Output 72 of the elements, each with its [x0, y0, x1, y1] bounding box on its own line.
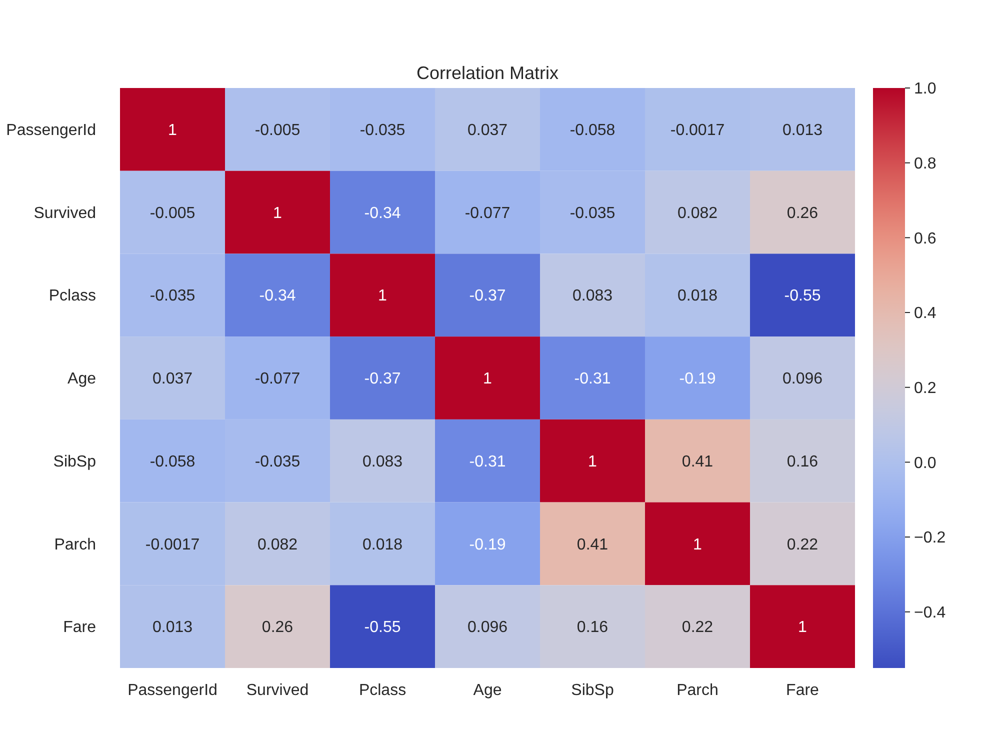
data-label: 0.037 — [152, 370, 193, 388]
x-tick-label: Survived — [246, 682, 309, 699]
data-label: -0.0017 — [670, 122, 725, 140]
data-label: -0.19 — [469, 536, 506, 554]
color-bar-label: −0.2 — [914, 530, 946, 547]
x-tick-label: SibSp — [571, 682, 614, 699]
data-label: -0.19 — [679, 370, 716, 388]
x-tick-label: Pclass — [358, 682, 406, 699]
data-label: -0.058 — [150, 453, 196, 470]
chart-title: Correlation Matrix — [416, 63, 559, 83]
data-label: 0.22 — [682, 619, 714, 636]
data-label: -0.31 — [574, 370, 611, 388]
x-tick-label: Age — [473, 682, 502, 699]
data-label: 0.16 — [576, 619, 608, 636]
data-label: -0.035 — [570, 204, 616, 222]
x-tick-label: Fare — [786, 682, 820, 699]
data-label: 1 — [168, 122, 178, 140]
data-label: -0.077 — [254, 370, 300, 388]
data-label: 0.26 — [786, 204, 818, 222]
data-label: -0.035 — [360, 122, 406, 140]
data-label: -0.035 — [150, 288, 196, 305]
x-tick-label: Parch — [676, 682, 718, 699]
y-tick-label: Survived — [34, 204, 96, 222]
data-label: 0.013 — [152, 619, 193, 636]
data-label: 0.013 — [782, 122, 823, 140]
data-label: 0.26 — [262, 619, 294, 636]
data-label: 0.018 — [362, 536, 403, 554]
data-label: -0.34 — [259, 288, 296, 305]
data-label: 0.096 — [782, 370, 823, 388]
data-label: 0.41 — [576, 536, 608, 554]
data-label: 0.16 — [786, 453, 818, 470]
data-label: -0.035 — [254, 453, 300, 470]
color-bar-label: 0.4 — [914, 305, 936, 322]
data-label: -0.37 — [469, 288, 506, 305]
data-label: 1 — [588, 453, 598, 470]
data-label: 0.018 — [677, 288, 718, 305]
data-label: -0.37 — [364, 370, 401, 388]
color-bar-label: 0.8 — [914, 155, 936, 172]
color-bar-label: 0.6 — [914, 230, 936, 248]
color-bar-label: 0.2 — [914, 380, 936, 397]
data-label: 0.037 — [467, 122, 508, 140]
color-bar-label: −0.4 — [914, 604, 946, 622]
data-label: -0.55 — [364, 619, 401, 636]
data-label: -0.058 — [570, 122, 616, 140]
data-label: -0.55 — [784, 288, 821, 305]
data-label: -0.005 — [150, 204, 196, 222]
y-tick-label: Age — [68, 370, 96, 388]
data-label: -0.0017 — [145, 536, 200, 554]
data-label: 1 — [273, 204, 282, 222]
data-label: -0.005 — [254, 122, 300, 140]
data-label: 1 — [798, 619, 808, 636]
y-tick-label: SibSp — [53, 453, 96, 470]
data-label: 0.082 — [257, 536, 298, 554]
data-label: 0.082 — [677, 204, 718, 222]
data-label: 0.096 — [467, 619, 508, 636]
y-tick-label: PassengerId — [6, 122, 96, 140]
color-bar-label: 1.0 — [914, 80, 936, 98]
data-label: 0.083 — [362, 453, 403, 470]
data-label: 1 — [693, 536, 702, 554]
data-label: -0.34 — [364, 204, 401, 222]
data-label: 0.22 — [786, 536, 818, 554]
data-label: 1 — [483, 370, 492, 388]
y-tick-label: Pclass — [48, 288, 96, 305]
y-tick-label: Parch — [54, 536, 96, 554]
data-label: -0.077 — [464, 204, 510, 222]
y-tick-label: Fare — [63, 619, 96, 636]
x-tick-label: PassengerId — [128, 682, 218, 699]
data-label: 0.083 — [572, 288, 613, 305]
data-label: 1 — [378, 288, 388, 305]
color-bar-label: 0.0 — [914, 454, 936, 472]
data-label: -0.31 — [469, 453, 506, 470]
data-label: 0.41 — [682, 453, 714, 470]
